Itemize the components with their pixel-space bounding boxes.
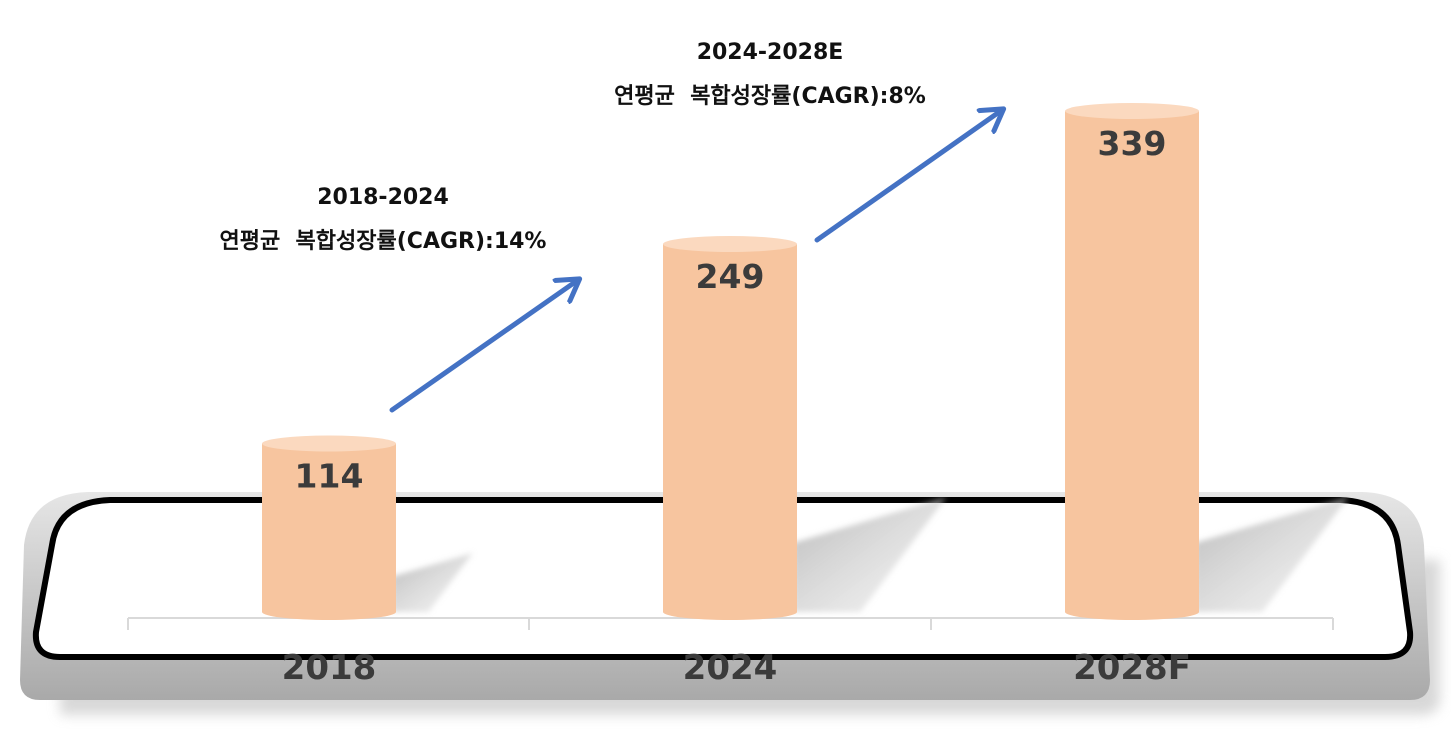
- category-label: 2028F: [1073, 648, 1191, 688]
- category-labels: 2018 2024 2028F: [282, 648, 1191, 688]
- cagr-annotation-2024-2028: 2024-2028E 연평균 복합성장률(CAGR):8%: [575, 31, 965, 119]
- bar-shadow: [1195, 497, 1349, 612]
- cagr-period-label: 2024-2028E: [696, 40, 844, 65]
- value-label: 339: [1098, 124, 1167, 163]
- bar-shadow: [392, 553, 473, 612]
- bar-top: [1065, 103, 1199, 119]
- bar-base: [262, 604, 396, 620]
- growth-arrows: [389, 110, 1002, 413]
- bar-shadows: [392, 497, 1349, 612]
- bar-top: [262, 435, 396, 452]
- bar-2028F: [1065, 103, 1199, 620]
- cagr-rate-label: 연평균 복합성장률(CAGR):8%: [614, 84, 926, 109]
- growth-arrow-1: [389, 280, 578, 413]
- bar-base: [1065, 604, 1199, 620]
- category-label: 2018: [282, 648, 377, 688]
- bar-body: [1065, 111, 1199, 612]
- cagr-annotation-2018-2024: 2018-2024 연평균 복합성장률(CAGR):14%: [178, 176, 588, 264]
- bar-2024: [663, 236, 797, 620]
- bar-body: [262, 443, 396, 612]
- bar-2018: [262, 435, 396, 620]
- cagr-period-label: 2018-2024: [317, 185, 449, 210]
- bar-body: [663, 244, 797, 612]
- bar-base: [663, 604, 797, 620]
- cagr-rate-label: 연평균 복합성장률(CAGR):14%: [219, 229, 547, 254]
- bar-shadow: [793, 497, 947, 612]
- growth-arrow-2: [814, 110, 1002, 243]
- bars: 114 249 339: [262, 103, 1199, 620]
- value-label: 114: [295, 457, 364, 496]
- value-label: 249: [696, 257, 765, 296]
- category-label: 2024: [683, 648, 778, 688]
- bar-top: [663, 236, 797, 253]
